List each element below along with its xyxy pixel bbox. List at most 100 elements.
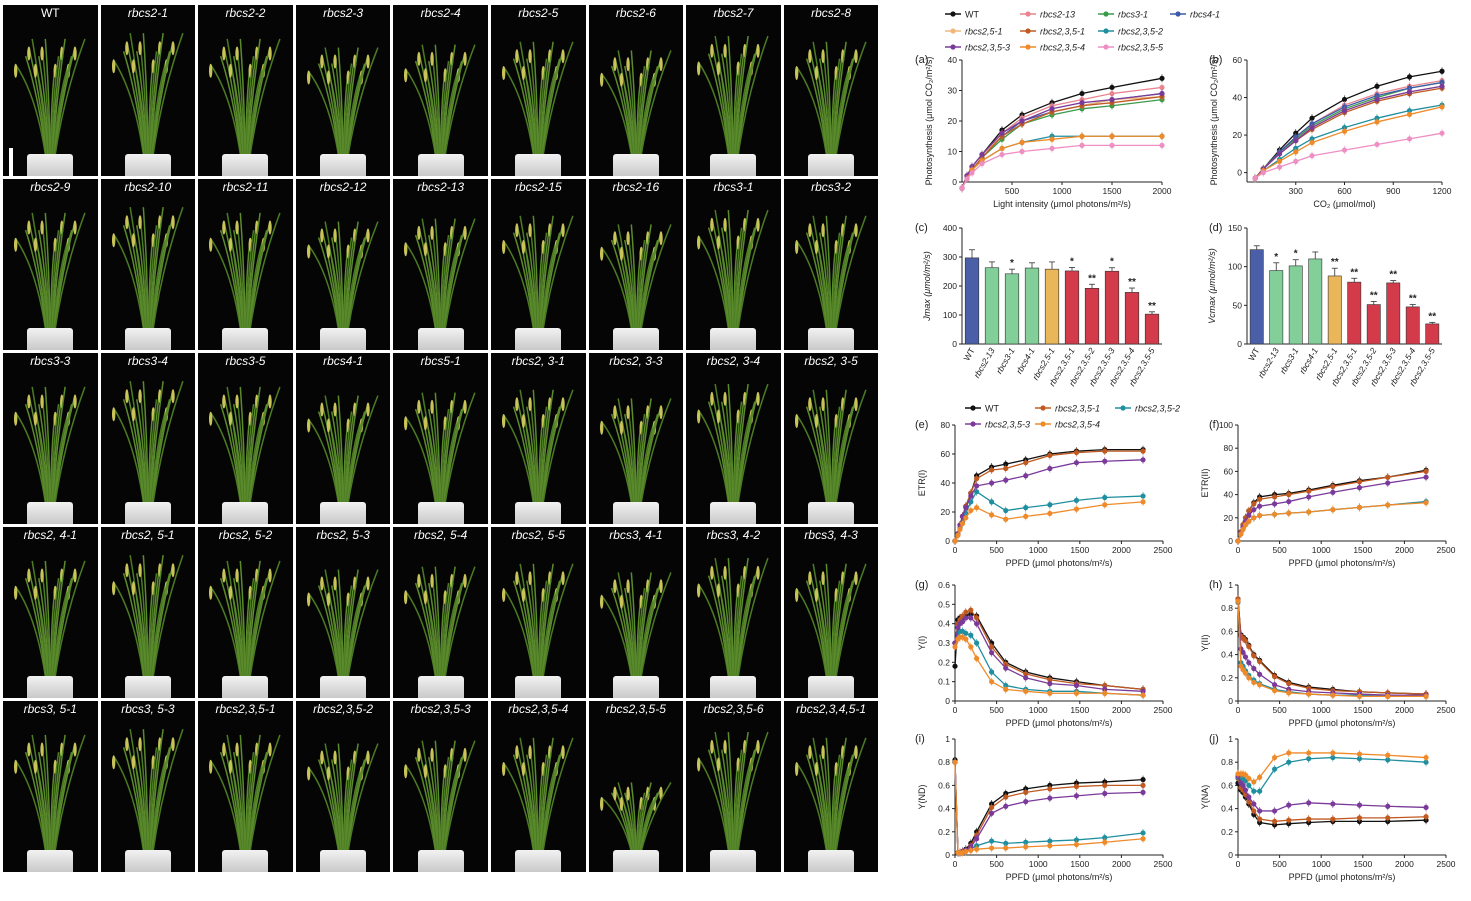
legend-marker bbox=[950, 28, 956, 34]
x-tick-label: 0 bbox=[1236, 545, 1241, 555]
y-tick-label: 20 bbox=[1233, 130, 1243, 140]
data-point bbox=[1242, 670, 1249, 676]
data-point bbox=[1330, 489, 1336, 495]
photo-label: rbcs2,3,5-5 bbox=[605, 702, 666, 716]
data-point bbox=[1257, 682, 1263, 688]
data-point bbox=[974, 621, 980, 627]
plant-pot bbox=[710, 502, 757, 524]
x-tick-label: 500 bbox=[1273, 545, 1287, 555]
x-axis-label: CO₂ (μmol/mol) bbox=[1313, 199, 1375, 209]
data-point bbox=[1073, 841, 1080, 848]
plant-pot bbox=[515, 154, 562, 176]
photo-label: rbcs3, 4-3 bbox=[804, 528, 858, 542]
photo-label: WT bbox=[40, 6, 60, 20]
bar bbox=[1386, 282, 1401, 345]
data-point bbox=[1235, 538, 1241, 544]
y-tick-label: 0.2 bbox=[1221, 827, 1233, 837]
y-tick-label: 100 bbox=[943, 310, 957, 320]
y-tick-label: 0.6 bbox=[1221, 626, 1233, 636]
data-point bbox=[1246, 775, 1252, 782]
data-point bbox=[1356, 751, 1363, 757]
data-point bbox=[1003, 477, 1009, 483]
photo-label: rbcs2-13 bbox=[417, 180, 465, 194]
data-point bbox=[1102, 835, 1108, 841]
plant-pot bbox=[515, 850, 562, 872]
x-tick-label: 0 bbox=[1236, 859, 1241, 869]
x-tick-label: 0 bbox=[953, 545, 958, 555]
plant-pot bbox=[612, 502, 659, 524]
plant-photo: rbcs2-7 bbox=[686, 5, 781, 176]
data-point bbox=[1102, 494, 1108, 501]
plant-photo: rbcs2-9 bbox=[3, 179, 98, 350]
plant-illustration bbox=[209, 386, 281, 506]
data-point bbox=[959, 521, 966, 527]
data-point bbox=[1423, 500, 1429, 506]
data-point bbox=[974, 640, 980, 646]
photo-label: rbcs3-2 bbox=[811, 180, 852, 194]
plant-photo: WT bbox=[3, 5, 98, 176]
x-tick-label: 1500 bbox=[1070, 859, 1089, 869]
plant-photo: rbcs3-3 bbox=[3, 353, 98, 524]
plant-illustration bbox=[306, 743, 379, 854]
series-line-rbcs2,5-1 bbox=[1254, 85, 1443, 179]
bar bbox=[1044, 268, 1060, 345]
photo-label: rbcs2, 3-3 bbox=[609, 354, 663, 368]
series-line-rbcs2,3,5-4 bbox=[1254, 106, 1443, 179]
bar bbox=[1004, 273, 1020, 345]
data-point bbox=[1286, 510, 1292, 516]
data-point bbox=[1049, 145, 1055, 152]
data-point bbox=[964, 176, 970, 182]
data-point bbox=[1356, 756, 1363, 762]
plant-pot bbox=[515, 676, 562, 698]
x-tick-label: 2500 bbox=[1154, 859, 1173, 869]
panel-label: (c) bbox=[915, 222, 928, 234]
photo-label: rbcs2, 5-4 bbox=[414, 528, 468, 542]
data-point bbox=[968, 607, 974, 613]
data-point bbox=[1019, 139, 1025, 145]
legend-label: rbcs2-13 bbox=[1040, 10, 1075, 20]
data-point bbox=[1423, 693, 1429, 699]
data-point bbox=[1423, 759, 1429, 765]
y-tick-label: 0.8 bbox=[1221, 603, 1233, 613]
plant-illustration bbox=[13, 38, 86, 158]
plant-illustration bbox=[599, 572, 672, 680]
data-point bbox=[963, 615, 969, 621]
data-point bbox=[1341, 128, 1348, 134]
panel-label: (d) bbox=[1209, 222, 1222, 234]
y-tick-label: 40 bbox=[1233, 93, 1243, 103]
data-point bbox=[1159, 75, 1165, 81]
legend-marker bbox=[950, 11, 956, 17]
photo-label: rbcs2,3,5-6 bbox=[703, 702, 764, 716]
plant-photo: rbcs2,3,4,5-1 bbox=[783, 701, 879, 872]
data-point bbox=[963, 848, 969, 855]
data-point bbox=[1238, 531, 1244, 537]
plant-pot bbox=[222, 676, 269, 698]
legend-label: rbcs2,3,5-3 bbox=[985, 420, 1030, 430]
data-point bbox=[968, 644, 974, 650]
data-point bbox=[1023, 844, 1029, 850]
y-tick-label: 100 bbox=[1219, 420, 1233, 430]
series-line-rbcs2,3,5-1 bbox=[1237, 598, 1427, 695]
data-point bbox=[989, 644, 995, 650]
series-line-WT bbox=[954, 448, 1144, 542]
x-axis-label: PPFD (μmol photons/m²/s) bbox=[1006, 718, 1113, 728]
y-tick-label: 0.8 bbox=[1221, 757, 1233, 767]
y-tick-label: 10 bbox=[948, 147, 958, 157]
data-point bbox=[1242, 522, 1249, 528]
data-point bbox=[1252, 175, 1258, 181]
data-point bbox=[1272, 687, 1278, 694]
data-point bbox=[1140, 457, 1146, 463]
data-point bbox=[1251, 801, 1257, 807]
plant-pot bbox=[710, 328, 757, 350]
significance-mark: * bbox=[1110, 257, 1114, 268]
significance-mark: ** bbox=[1428, 311, 1436, 322]
photo-label: rbcs2, 3-1 bbox=[511, 354, 565, 368]
x-tick-label: 2000 bbox=[1153, 186, 1172, 196]
plant-photo: rbcs2, 3-5 bbox=[783, 353, 879, 524]
data-point bbox=[974, 483, 980, 489]
data-point bbox=[999, 151, 1005, 158]
plant-photo: rbcs3, 4-3 bbox=[783, 527, 879, 698]
data-point bbox=[1242, 772, 1249, 778]
data-point bbox=[1306, 488, 1312, 494]
plant-illustration bbox=[13, 560, 86, 680]
